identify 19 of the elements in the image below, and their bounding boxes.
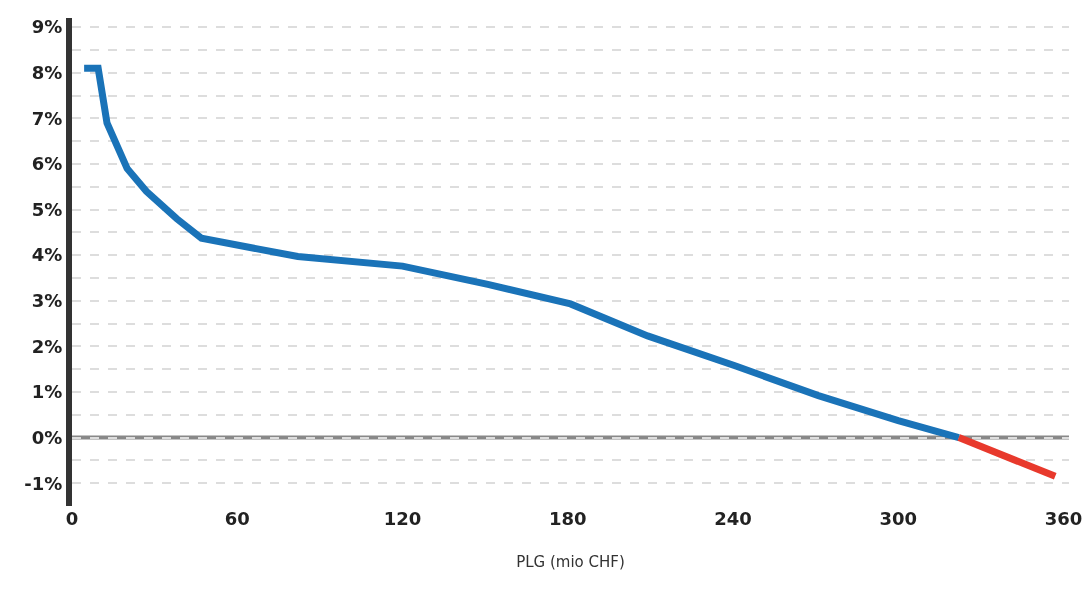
y-tick-label: 1%	[31, 381, 63, 403]
x-tick-label: 180	[548, 508, 587, 529]
x-tick-label: 300	[879, 508, 918, 529]
x-tick-label: 0	[65, 508, 79, 529]
y-tick-label: 0%	[31, 426, 63, 448]
y-tick-label: -1%	[24, 472, 63, 494]
y-tick-label: 7%	[31, 107, 63, 129]
x-tick-label: 60	[224, 508, 250, 529]
x-tick-label: 240	[714, 508, 752, 529]
x-tick-label: 120	[383, 508, 422, 529]
y-tick-label: 9%	[31, 16, 63, 38]
y-tick-label: 3%	[31, 290, 63, 312]
x-tick-label: 360	[1044, 508, 1083, 529]
y-tick-label: 6%	[31, 153, 63, 175]
y-tick-label: 8%	[31, 62, 63, 84]
y-tick-label: 4%	[31, 244, 63, 266]
x-axis-title: PLG (mio CHF)	[516, 553, 625, 571]
y-tick-label: 5%	[31, 198, 63, 220]
y-tick-label: 2%	[31, 335, 63, 357]
